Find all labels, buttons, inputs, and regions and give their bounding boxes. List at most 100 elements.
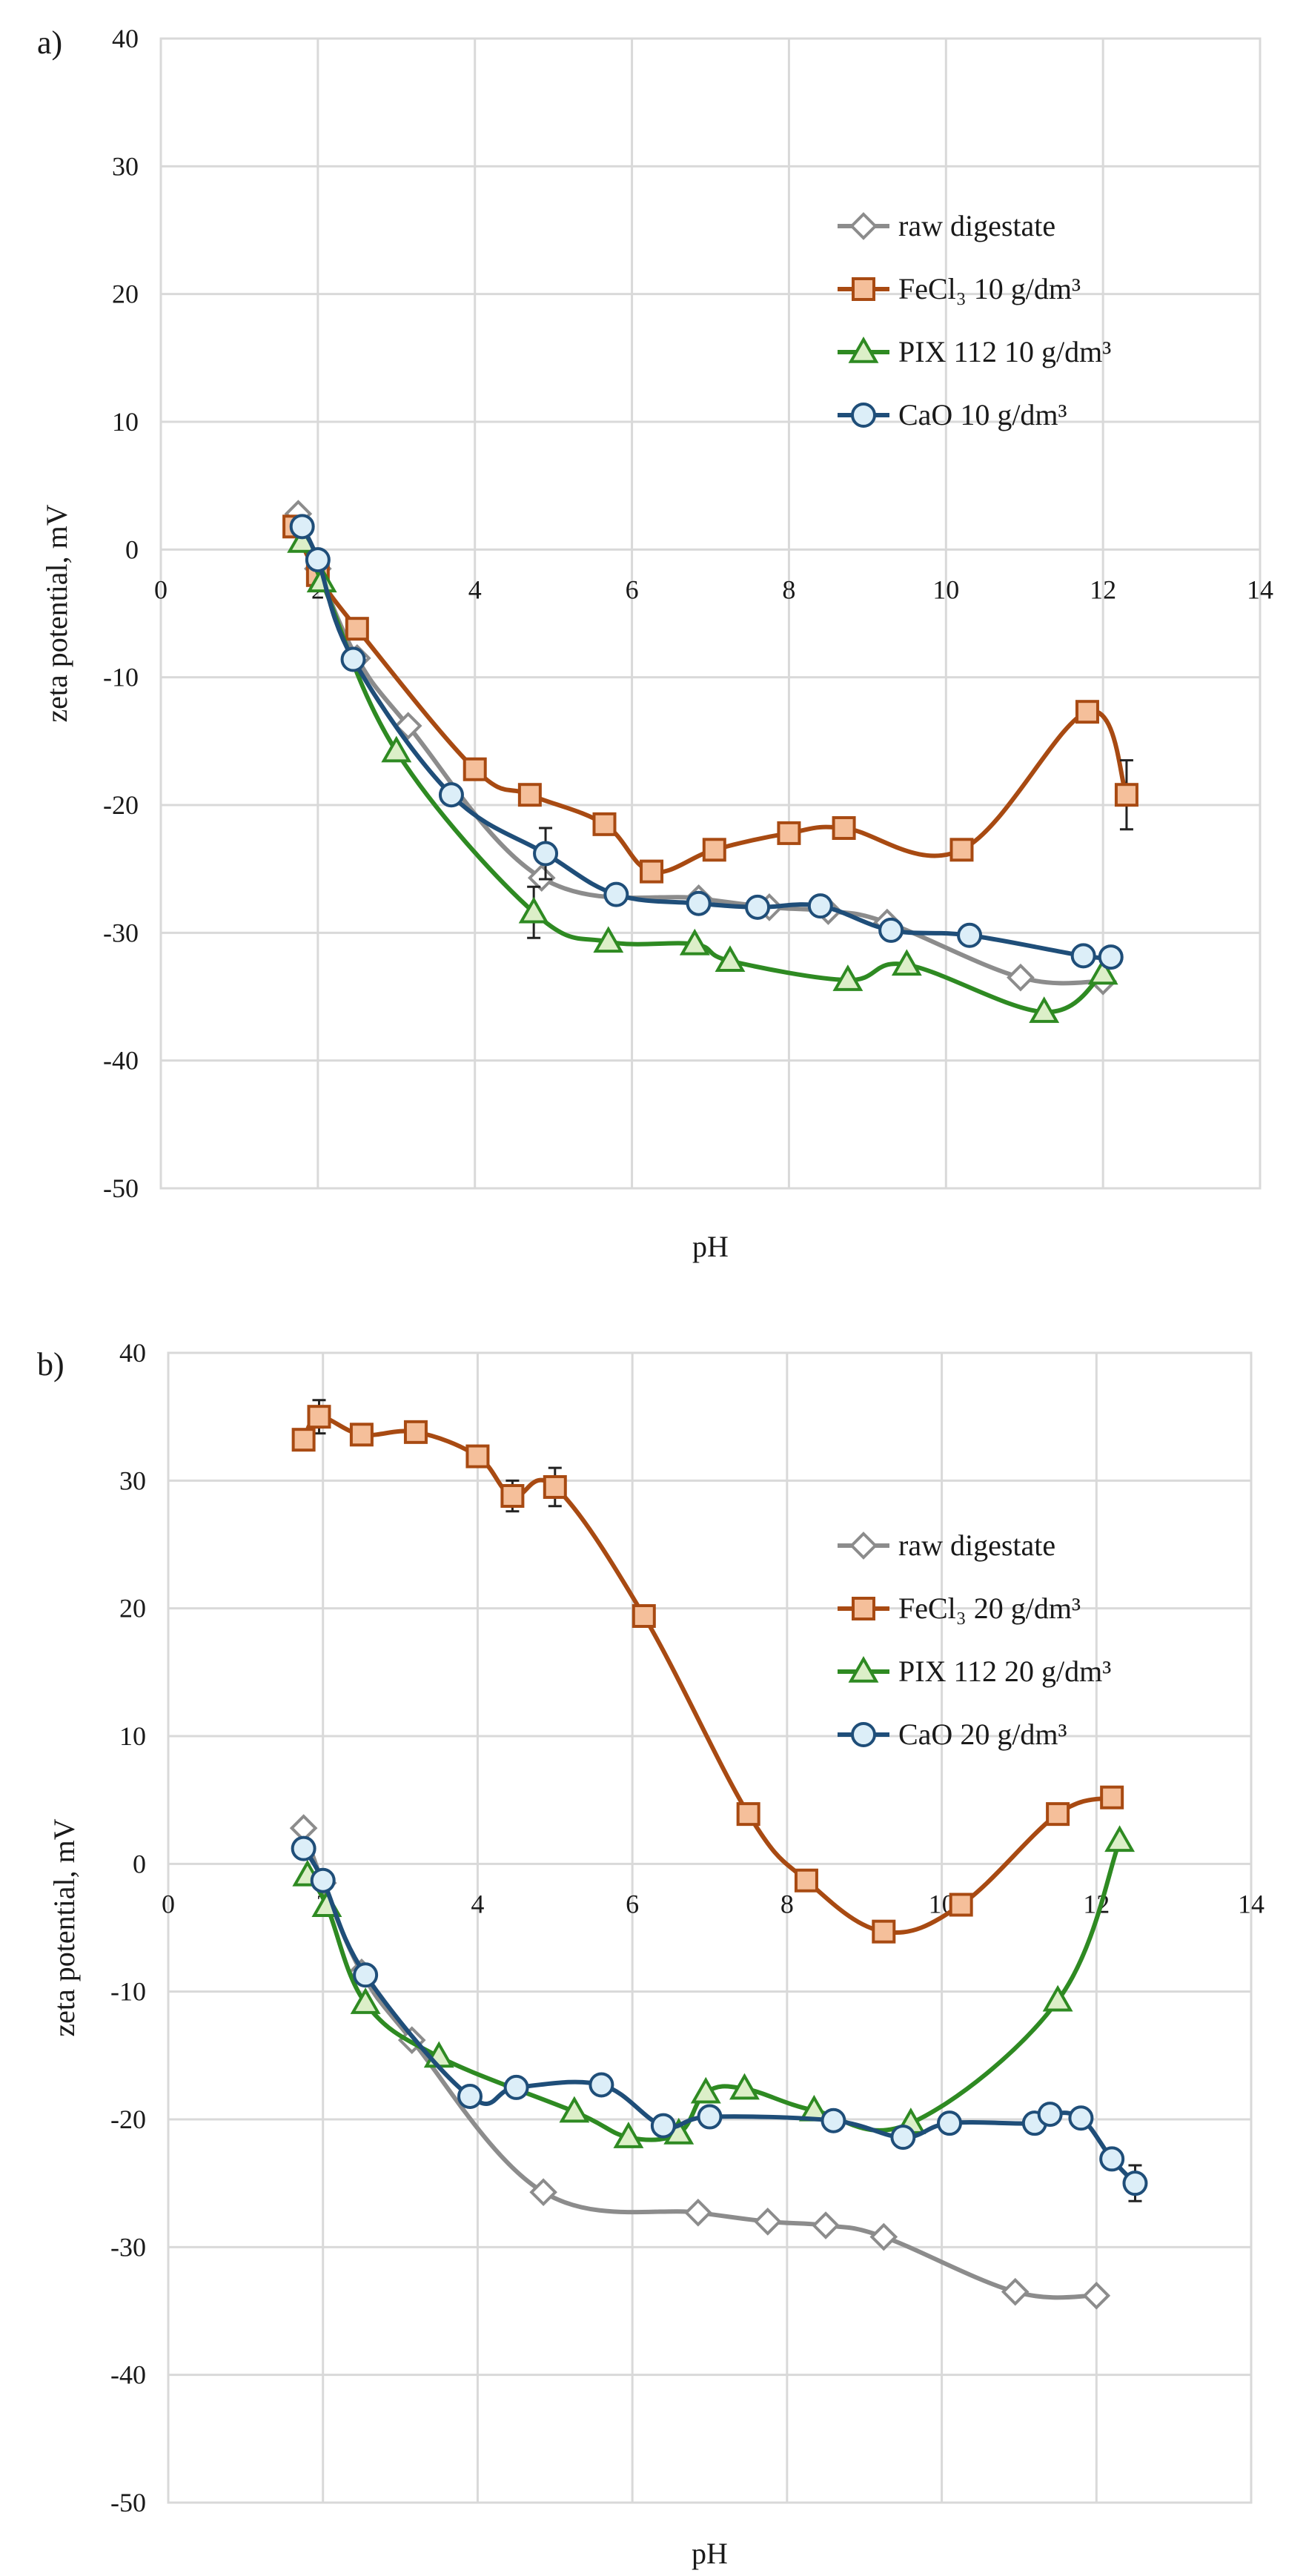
plot-frame — [159, 37, 1262, 1190]
y-tick-label: 0 — [133, 1849, 146, 1878]
data-point — [1098, 944, 1124, 970]
data-point — [1046, 1802, 1070, 1827]
data-point — [403, 1420, 428, 1444]
data-point — [1001, 2277, 1030, 2306]
data-point — [690, 2076, 721, 2104]
chart-panel-a: 403020100-10-20-30-40-5002468101214a)zet… — [37, 24, 1273, 1263]
gridlines — [167, 1351, 1253, 2504]
data-point — [872, 1919, 896, 1944]
x-tick-label: 6 — [626, 1889, 639, 1918]
data-point — [821, 2108, 846, 2133]
data-point — [1042, 1984, 1073, 2012]
data-point — [1007, 963, 1035, 992]
data-point — [307, 1405, 331, 1429]
x-tick-label: 4 — [471, 1889, 484, 1918]
series-diamond — [289, 1814, 1111, 2310]
data-point — [891, 949, 922, 976]
data-point — [949, 1893, 973, 1917]
data-point — [1068, 2105, 1094, 2131]
series-line — [299, 539, 1106, 1015]
legend-marker — [852, 277, 875, 301]
data-point — [1100, 1785, 1124, 1810]
data-point — [632, 1604, 656, 1629]
data-point — [592, 812, 617, 836]
x-tick-label: 0 — [162, 1889, 175, 1918]
legend-label: raw digestate — [898, 1529, 1055, 1562]
x-tick-label: 10 — [932, 575, 959, 604]
data-point — [1029, 996, 1060, 1023]
legend-label: PIX 112 10 g/dm³ — [898, 335, 1111, 368]
data-point — [345, 617, 369, 641]
data-point — [543, 1474, 567, 1499]
series-square — [291, 1399, 1124, 1944]
x-tick-label: 6 — [626, 575, 639, 604]
chart-panel-b: 403020100-10-20-30-40-5002468101214b)zet… — [37, 1338, 1264, 2570]
data-point — [686, 890, 712, 916]
data-point — [650, 2113, 676, 2139]
x-tick-label: 8 — [780, 1889, 794, 1918]
data-point — [613, 2122, 644, 2148]
y-tick-label: -50 — [103, 1173, 139, 1203]
series-circle — [289, 514, 1124, 970]
data-point — [890, 2125, 916, 2150]
data-point — [1037, 2102, 1063, 2128]
series-square — [282, 514, 1138, 884]
legend-label: raw digestate — [898, 209, 1055, 242]
gridlines — [159, 37, 1262, 1190]
data-point — [350, 1987, 381, 2014]
y-tick-label: -10 — [103, 663, 139, 692]
data-point — [684, 2198, 712, 2227]
series-line — [301, 1826, 1099, 2300]
legend-entry: FeCl₃ 10 g/dm³ — [838, 272, 1081, 305]
data-point — [869, 2222, 898, 2251]
legend-marker — [851, 403, 876, 428]
data-point — [1070, 943, 1096, 969]
x-tick-label: 4 — [468, 575, 482, 604]
data-point — [500, 1484, 525, 1509]
data-point — [518, 896, 549, 924]
plot-frame — [167, 1351, 1253, 2504]
y-tick-label: 40 — [119, 1338, 146, 1368]
data-point — [289, 514, 315, 540]
data-point — [603, 881, 629, 907]
data-point — [559, 2096, 590, 2123]
y-tick-label: -30 — [103, 918, 139, 947]
data-point — [832, 964, 864, 991]
data-point — [438, 782, 464, 808]
legend-marker — [849, 1532, 878, 1560]
legend-label: FeCl₃ 20 g/dm³ — [898, 1592, 1081, 1625]
data-point — [937, 2110, 963, 2136]
data-point — [527, 864, 556, 893]
y-tick-label: -10 — [110, 1977, 146, 2007]
legend-marker — [852, 1597, 875, 1620]
data-point — [697, 2104, 723, 2130]
legend-entry: CaO 10 g/dm³ — [838, 398, 1067, 431]
legend-label: PIX 112 20 g/dm³ — [898, 1655, 1111, 1688]
legend-entry: raw digestate — [838, 209, 1055, 242]
series-triangle — [287, 526, 1118, 1023]
data-point — [310, 1867, 336, 1893]
y-axis-title: zeta potential, mV — [40, 504, 73, 722]
legend-marker — [849, 212, 878, 240]
data-point — [679, 928, 710, 956]
series-circle — [291, 1835, 1148, 2202]
data-point — [353, 1962, 379, 1988]
legend-entry: PIX 112 10 g/dm³ — [838, 335, 1111, 368]
data-point — [503, 2074, 529, 2100]
legend-label: FeCl₃ 10 g/dm³ — [898, 272, 1081, 305]
data-point — [736, 1802, 760, 1827]
data-point — [753, 2208, 782, 2236]
data-point — [593, 926, 624, 953]
data-point — [807, 893, 833, 919]
y-axis-title: zeta potential, mV — [47, 1818, 81, 2036]
legend-label: CaO 20 g/dm³ — [898, 1718, 1067, 1751]
data-point — [463, 757, 487, 781]
data-point — [1087, 958, 1118, 985]
y-tick-label: -30 — [110, 2232, 146, 2262]
x-tick-label: 14 — [1238, 1889, 1264, 1918]
x-axis-title: pH — [692, 1230, 729, 1263]
data-point — [291, 1835, 316, 1861]
data-point — [517, 783, 542, 807]
x-tick-label: 14 — [1247, 575, 1273, 604]
x-tick-label: 8 — [782, 575, 795, 604]
